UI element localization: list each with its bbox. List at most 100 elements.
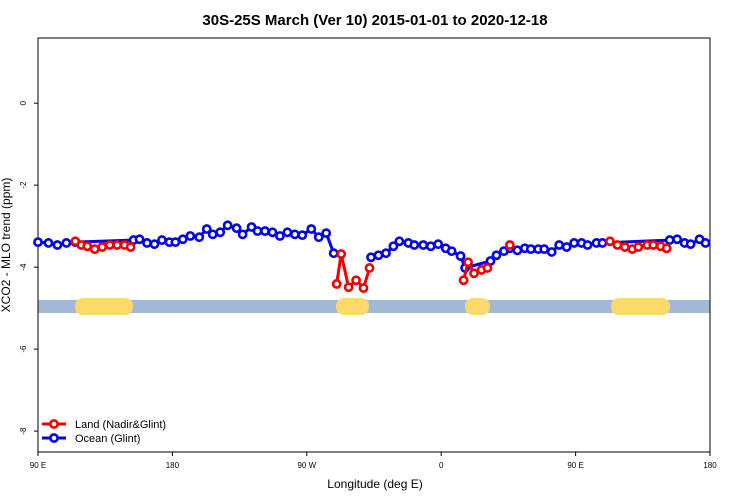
point bbox=[157, 235, 167, 245]
point bbox=[97, 242, 108, 252]
point bbox=[612, 240, 623, 250]
series bbox=[33, 220, 711, 273]
band bbox=[38, 300, 710, 313]
legend-label: Ocean (Glint) bbox=[75, 433, 140, 445]
y-tick-label: -4 bbox=[19, 263, 28, 271]
point bbox=[366, 252, 376, 263]
point bbox=[260, 226, 270, 236]
point bbox=[331, 279, 342, 289]
point bbox=[418, 240, 429, 250]
point bbox=[282, 227, 293, 238]
point bbox=[661, 243, 672, 254]
point bbox=[381, 248, 391, 259]
y-tick-label: -8 bbox=[19, 427, 28, 435]
point bbox=[275, 231, 285, 241]
x-tick-label: 90 W bbox=[297, 461, 316, 470]
band-land bbox=[611, 298, 670, 315]
point bbox=[561, 242, 572, 252]
point bbox=[289, 229, 300, 240]
point bbox=[112, 240, 123, 250]
point bbox=[142, 238, 152, 248]
point bbox=[569, 238, 580, 248]
point bbox=[306, 224, 317, 234]
point bbox=[313, 232, 324, 243]
point bbox=[149, 239, 160, 250]
point bbox=[134, 234, 145, 245]
point bbox=[605, 236, 615, 247]
point bbox=[425, 241, 436, 252]
legend-label: Land (Nadir&Glint) bbox=[75, 419, 166, 431]
point bbox=[373, 250, 384, 261]
point bbox=[364, 263, 375, 273]
point bbox=[394, 236, 405, 247]
point bbox=[321, 228, 332, 239]
point bbox=[388, 241, 399, 252]
chart-title: 30S-25S March (Ver 10) 2015-01-01 to 202… bbox=[202, 12, 547, 29]
point bbox=[252, 226, 263, 236]
point bbox=[194, 232, 205, 243]
point bbox=[539, 244, 550, 254]
point bbox=[525, 244, 536, 254]
x-tick-label: 0 bbox=[439, 461, 444, 470]
x-tick-label: 180 bbox=[166, 461, 180, 470]
land-band bbox=[38, 298, 710, 315]
point bbox=[201, 224, 212, 234]
legend-marker bbox=[49, 419, 59, 429]
band-land bbox=[336, 298, 369, 315]
point bbox=[231, 223, 242, 234]
point bbox=[43, 238, 54, 248]
point bbox=[463, 257, 473, 268]
point bbox=[512, 245, 523, 256]
point bbox=[491, 250, 502, 261]
point bbox=[619, 242, 630, 252]
point bbox=[177, 234, 188, 245]
point bbox=[328, 248, 339, 259]
point bbox=[267, 227, 278, 238]
point bbox=[207, 229, 218, 240]
x-tick-label: 90 E bbox=[567, 461, 583, 470]
point bbox=[237, 229, 248, 240]
series bbox=[70, 236, 672, 293]
point bbox=[433, 239, 444, 250]
point bbox=[33, 237, 43, 248]
point bbox=[297, 230, 308, 241]
point bbox=[597, 238, 608, 248]
point bbox=[458, 275, 469, 286]
point bbox=[104, 240, 115, 250]
point bbox=[482, 263, 493, 273]
y-tick-label: -6 bbox=[19, 345, 28, 353]
point bbox=[222, 220, 233, 231]
point bbox=[546, 247, 557, 257]
point bbox=[89, 244, 100, 254]
point bbox=[343, 282, 354, 293]
point bbox=[700, 238, 711, 248]
y-axis-label: XCO2 - MLO trend (ppm) bbox=[0, 178, 13, 313]
point bbox=[125, 242, 136, 252]
point bbox=[648, 240, 659, 250]
point bbox=[82, 241, 93, 252]
point bbox=[409, 240, 420, 250]
point bbox=[336, 249, 347, 259]
point bbox=[469, 268, 479, 279]
point bbox=[582, 240, 593, 250]
point bbox=[455, 251, 466, 261]
point bbox=[215, 227, 226, 238]
point bbox=[358, 283, 369, 293]
point bbox=[52, 240, 63, 250]
point bbox=[685, 239, 696, 250]
point bbox=[664, 235, 675, 245]
x-tick-label: 90 E bbox=[30, 461, 46, 470]
band-land bbox=[465, 298, 490, 315]
band-land bbox=[75, 298, 133, 315]
x-axis-label: Longitude (deg E) bbox=[327, 477, 422, 491]
point bbox=[185, 231, 196, 241]
point bbox=[504, 240, 515, 250]
point bbox=[351, 275, 361, 286]
x-tick-label: 180 bbox=[703, 461, 717, 470]
point bbox=[672, 234, 683, 245]
legend-marker bbox=[49, 433, 59, 443]
point bbox=[61, 238, 72, 248]
y-tick-label: -2 bbox=[19, 181, 28, 189]
point bbox=[170, 237, 181, 248]
